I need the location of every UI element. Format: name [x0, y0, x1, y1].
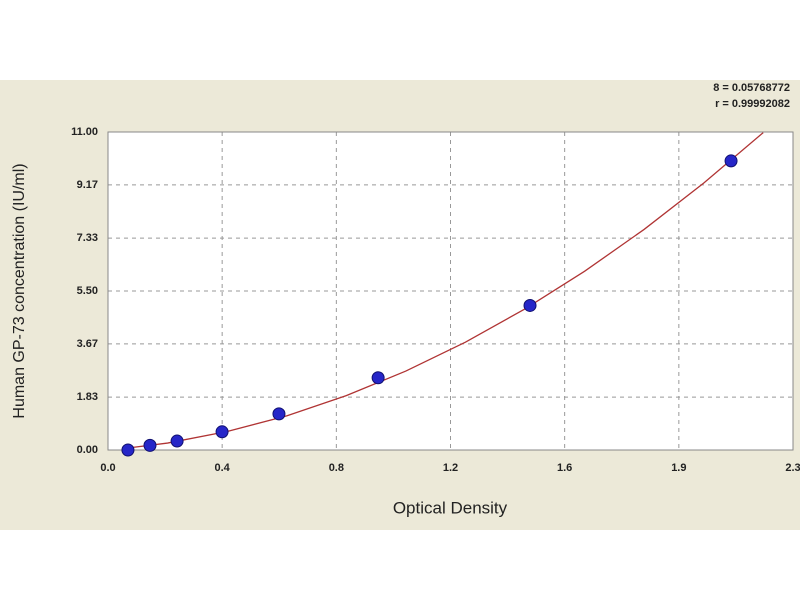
x-tick-label: 1.2: [443, 462, 458, 474]
x-tick-label: 2.3: [785, 462, 800, 474]
y-tick-label: 5.50: [77, 285, 98, 297]
plot-border: [107, 131, 794, 451]
x-tick-label: 0.8: [329, 462, 344, 474]
data-point: [170, 434, 184, 448]
x-tick-label: 0.0: [100, 462, 115, 474]
annotation: 8 = 0.05768772: [713, 82, 790, 94]
y-tick-label: 11.00: [71, 126, 98, 138]
x-tick-label: 1.6: [557, 462, 572, 474]
x-tick-label: 0.4: [215, 462, 231, 474]
y-tick-label: 9.17: [77, 179, 98, 191]
data-point: [371, 371, 385, 385]
x-axis-label: Optical Density: [393, 498, 508, 517]
y-tick-label: 3.67: [77, 338, 98, 350]
data-point: [121, 443, 135, 457]
data-point: [143, 438, 157, 452]
data-point: [523, 298, 537, 312]
x-tick-label: 1.9: [671, 462, 686, 474]
y-axis-label: Human GP-73 concentration (IU/ml): [11, 163, 28, 418]
data-point: [215, 425, 229, 439]
y-tick-label: 7.33: [77, 232, 98, 244]
data-point: [724, 154, 738, 168]
data-point: [272, 407, 286, 421]
y-tick-label: 1.83: [77, 391, 98, 403]
plot-area: [107, 131, 794, 451]
annotation: r = 0.99992082: [715, 98, 790, 110]
y-tick-label: 0.00: [77, 444, 98, 456]
